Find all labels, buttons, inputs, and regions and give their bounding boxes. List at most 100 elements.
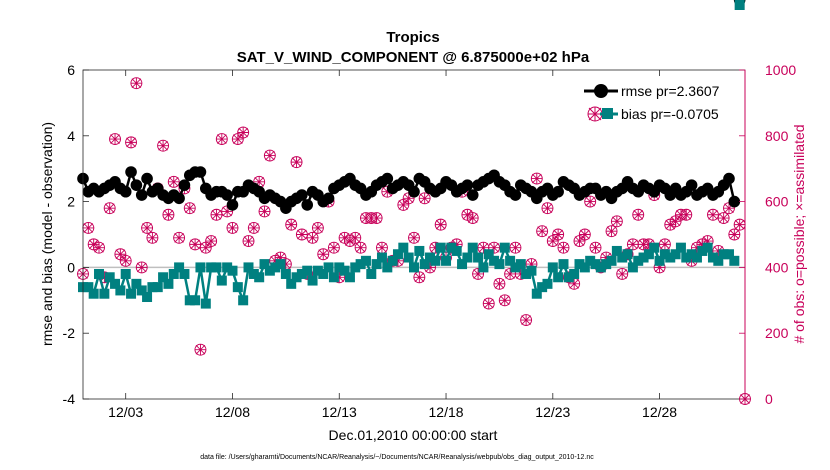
bias-point-97 <box>595 262 606 273</box>
bias-point-107 <box>649 242 660 253</box>
bias-point-18 <box>174 262 185 273</box>
bias-point-26 <box>216 275 227 286</box>
bias-point-112 <box>675 242 686 253</box>
obs-assimilated-point-59 <box>392 255 404 267</box>
obs-assimilated-point-48 <box>333 271 345 283</box>
bias-point-100 <box>611 245 622 256</box>
obs-assimilated-point-25 <box>210 209 222 221</box>
obs-assimilated-point-17 <box>168 176 180 188</box>
chart-subtitle: SAT_V_WIND_COMPONENT @ 6.875000e+02 hPa <box>237 49 590 66</box>
y-right-tick-label-1: 200 <box>765 325 789 341</box>
bias-point-5 <box>104 272 115 283</box>
obs-assimilated-point-49 <box>339 232 351 244</box>
obs-assimilated-point-113 <box>680 209 692 221</box>
bias-point-96 <box>590 259 601 270</box>
bias-point-109 <box>659 249 670 260</box>
bias-point-42 <box>302 265 313 276</box>
obs-assimilated-point-104 <box>632 209 644 221</box>
obs-assimilated-point-123 <box>734 219 746 231</box>
rmse-point-57 <box>381 172 394 185</box>
bias-point-43 <box>307 275 318 286</box>
bias-point-61 <box>403 252 414 263</box>
bias-point-101 <box>617 252 628 263</box>
obs-assimilated-point-34 <box>259 205 271 217</box>
bias-point-78 <box>494 259 505 270</box>
obs-assimilated-point-18 <box>173 232 185 244</box>
rmse-point-22 <box>194 166 207 178</box>
bias-point-118 <box>707 252 718 263</box>
obs-assimilated-point-80 <box>504 268 516 280</box>
rmse-point-114 <box>685 179 698 191</box>
obs-assimilated-point-23 <box>200 242 212 254</box>
bias-point-103 <box>627 262 638 273</box>
obs-assimilated-point-118 <box>707 209 719 221</box>
y-left-tick-label-3: 2 <box>67 194 75 210</box>
obs-assimilated-point-75 <box>477 242 489 254</box>
bias-point-91 <box>563 272 574 283</box>
obs-assimilated-point-92 <box>568 278 580 290</box>
bias-point-3 <box>94 268 105 279</box>
bias-point-122 <box>729 255 740 266</box>
bias-point-13 <box>147 282 158 293</box>
obs-assimilated-point-95 <box>584 196 596 208</box>
bias-point-45 <box>318 268 329 279</box>
bias-point-90 <box>558 259 569 270</box>
bias-point-65 <box>425 252 436 263</box>
bias-point-119 <box>713 255 724 266</box>
rmse-point-27 <box>221 189 233 201</box>
obs-assimilated-point-9 <box>125 136 137 148</box>
obs-assimilated-point-117 <box>702 235 714 247</box>
bias-point-64 <box>419 259 430 270</box>
bias-point-105 <box>638 252 649 263</box>
bias-point-115 <box>691 252 702 263</box>
bias-point-99 <box>606 255 617 266</box>
y-left-tick-label-4: 4 <box>67 128 75 144</box>
bias-point-56 <box>376 252 387 263</box>
obs-assimilated-point-45 <box>317 248 329 260</box>
bias-point-62 <box>409 262 419 273</box>
obs-assimilated-point-116 <box>696 238 708 250</box>
obs-assimilated-point-72 <box>461 209 473 221</box>
obs-assimilated-point-26 <box>216 133 228 145</box>
obs-assimilated-point-85 <box>531 173 543 185</box>
rmse-point-41 <box>296 189 308 201</box>
obs-assimilated-point-96 <box>590 242 602 254</box>
bias-point-38 <box>280 268 291 279</box>
obs-assimilated-point-73 <box>467 212 479 224</box>
obs-assimilated-point-41 <box>296 229 308 240</box>
obs-assimilated-point-93 <box>574 235 585 247</box>
bias-point-9 <box>126 288 137 299</box>
bias-point-98 <box>601 259 612 270</box>
bias-point-53 <box>360 255 371 266</box>
obs-assimilated-point-52 <box>355 242 367 254</box>
bias-point-2 <box>88 288 99 299</box>
bias-point-23 <box>200 298 211 309</box>
rmse-point-9 <box>125 166 137 178</box>
obs-assimilated-point-3 <box>93 242 105 254</box>
bias-point-66 <box>430 255 441 266</box>
rmse-point-12 <box>141 172 153 185</box>
x-tick-label-3: 12/18 <box>429 404 464 420</box>
obs-assimilated-point-8 <box>120 255 132 267</box>
bias-point-37 <box>275 259 286 270</box>
obs-assimilated-point-84 <box>525 258 537 270</box>
bias-point-77 <box>489 255 500 266</box>
bias-point-52 <box>355 259 366 270</box>
obs-assimilated-point-7 <box>114 248 126 260</box>
legend-rmse-marker <box>594 84 608 98</box>
obs-assimilated-point-63 <box>413 271 425 283</box>
x-tick-label-4: 12/23 <box>535 404 570 420</box>
bias-point-12 <box>142 292 153 303</box>
rmse-point-81 <box>509 189 522 201</box>
obs-assimilated-point-55 <box>371 212 383 224</box>
legend-bias-label: bias pr=-0.0705 <box>621 106 719 122</box>
bias-point-50 <box>344 272 355 283</box>
bias-point-83 <box>521 268 532 279</box>
obs-assimilated-point-36 <box>269 255 281 267</box>
bias-point-31 <box>243 262 254 273</box>
obs-count-series <box>77 77 751 405</box>
bias-point-84 <box>526 265 537 276</box>
obs-assimilated-point-110 <box>664 219 676 231</box>
bias-point-94 <box>579 262 590 273</box>
x-tick-label-1: 12/08 <box>215 404 250 420</box>
